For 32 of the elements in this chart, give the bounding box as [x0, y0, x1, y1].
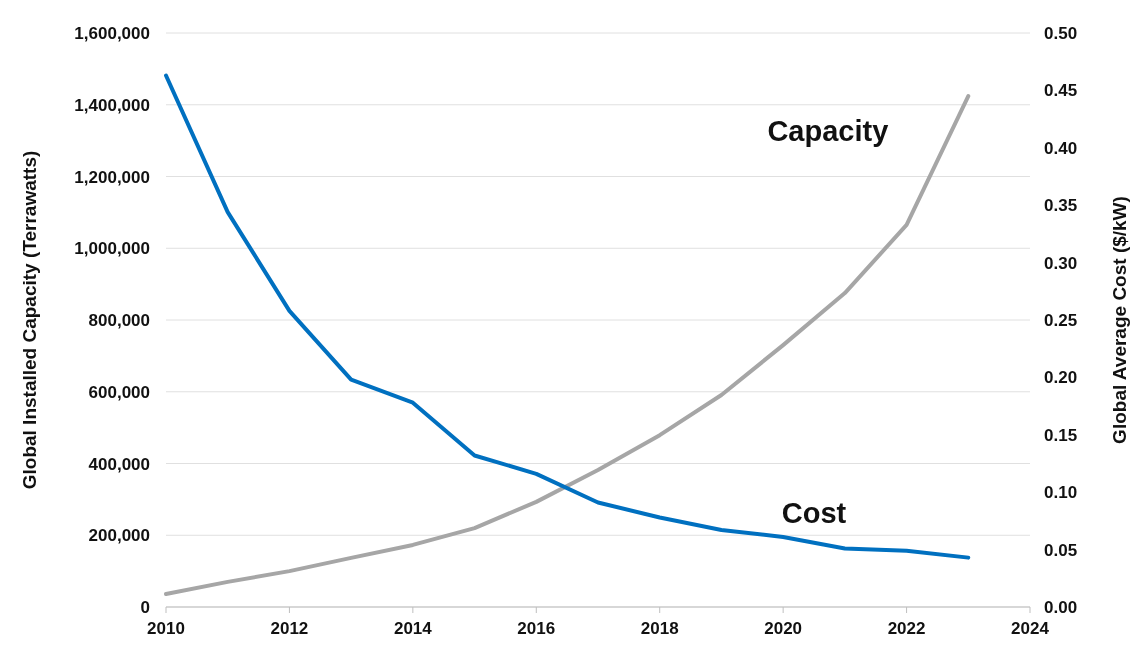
y2-tick-label: 0.45: [1044, 81, 1078, 101]
x-tick-label: 2010: [147, 619, 185, 638]
y2-tick-label: 0.10: [1044, 483, 1078, 503]
series-label: Capacity: [767, 115, 889, 148]
y-tick-label: 200,000: [88, 526, 150, 546]
y-tick-label: 1,000,000: [74, 239, 150, 259]
y2-tick-label: 0.00: [1044, 598, 1078, 617]
y2-tick-label: 0.05: [1044, 540, 1078, 560]
y-tick-label: 600,000: [88, 382, 150, 402]
y2-tick-label: 0.35: [1044, 196, 1078, 216]
y2-tick-label: 0.25: [1044, 311, 1078, 330]
y-tick-label: 400,000: [88, 454, 150, 474]
y2-tick-label: 0.20: [1044, 368, 1078, 388]
x-tick-label: 2016: [517, 619, 556, 638]
y2-tick-label: 0.40: [1044, 138, 1078, 158]
y-tick-label: 1,400,000: [74, 95, 150, 115]
x-tick-label: 2024: [1011, 619, 1050, 638]
x-tick-label: 2018: [640, 619, 679, 638]
x-tick-label: 2012: [270, 619, 309, 638]
series-label: Cost: [781, 496, 847, 529]
y-tick-label: 800,000: [88, 311, 150, 330]
y2-tick-label: 0.30: [1044, 253, 1078, 273]
y2-tick-label: 0.50: [1044, 24, 1078, 43]
y-tick-label: 0: [140, 598, 150, 617]
y2-tick-label: 0.15: [1044, 425, 1078, 445]
x-tick-label: 2014: [393, 619, 433, 638]
x-tick-label: 2022: [887, 619, 926, 638]
y-tick-label: 1,200,000: [74, 167, 150, 187]
y-axis-title: Global Installed Capacity (Terrawatts): [19, 150, 40, 490]
y-tick-label: 1,600,000: [74, 24, 150, 43]
x-tick-label: 2020: [764, 619, 803, 638]
y2-axis-title: Global Average Cost ($/kW): [1109, 196, 1130, 444]
